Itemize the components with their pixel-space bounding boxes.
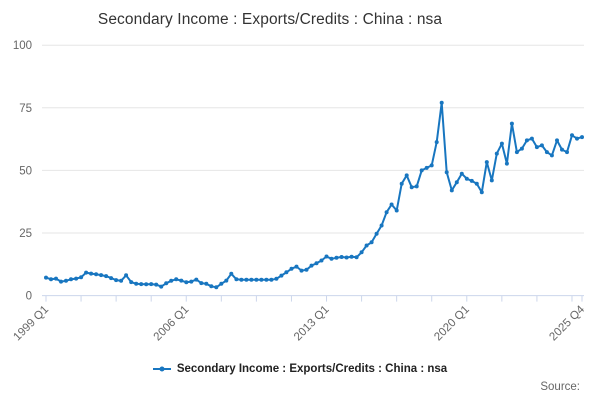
legend-label: Secondary Income : Exports/Credits : Chi… [176, 363, 448, 375]
chart-title: Secondary Income : Exports/Credits : Chi… [97, 11, 443, 28]
series-line[interactable] [45, 101, 583, 289]
x-axis-ticks [45, 295, 583, 302]
svg-text:50: 50 [19, 165, 32, 177]
svg-text:2025 Q4: 2025 Q4 [547, 303, 587, 343]
svg-text:2020 Q1: 2020 Q1 [432, 304, 472, 344]
source-label: Source: [540, 381, 580, 393]
svg-text:2013 Q1: 2013 Q1 [292, 304, 332, 344]
svg-text:100: 100 [13, 40, 32, 52]
legend-line-marker-icon [152, 366, 171, 372]
svg-text:75: 75 [19, 103, 32, 115]
series-markers[interactable] [44, 100, 584, 290]
svg-text:1999 Q1: 1999 Q1 [11, 304, 51, 344]
x-axis-labels: 1999 Q1 2006 Q1 2013 Q1 2020 Q1 2025 Q4 [11, 303, 587, 343]
legend-item[interactable]: Secondary Income : Exports/Credits : Chi… [0, 363, 600, 375]
gridlines [42, 44, 584, 234]
svg-text:25: 25 [19, 228, 32, 240]
svg-text:0: 0 [26, 291, 32, 303]
y-axis-labels: 0 25 50 75 100 [13, 40, 32, 302]
svg-text:2006 Q1: 2006 Q1 [152, 304, 192, 344]
